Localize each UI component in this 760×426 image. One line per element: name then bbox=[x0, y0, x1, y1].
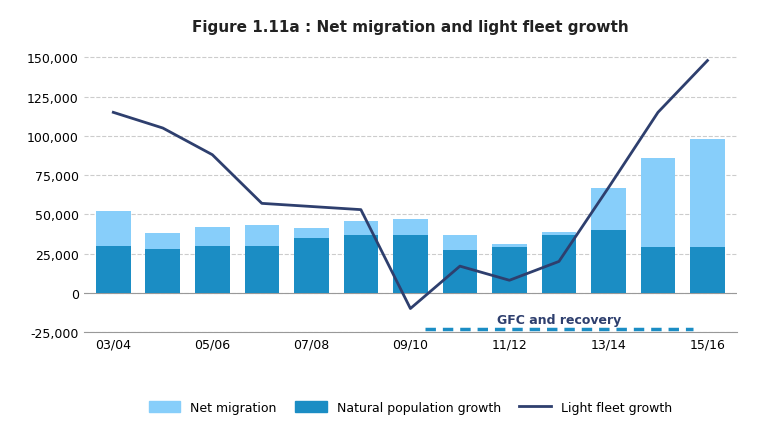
Bar bbox=[145, 233, 180, 249]
Bar bbox=[641, 158, 676, 248]
Bar bbox=[195, 246, 230, 293]
Bar bbox=[245, 226, 279, 246]
Bar bbox=[492, 245, 527, 248]
Bar bbox=[245, 246, 279, 293]
Legend: Net migration, Natural population growth, Light fleet growth: Net migration, Natural population growth… bbox=[144, 396, 677, 419]
Bar bbox=[492, 248, 527, 293]
Bar bbox=[344, 221, 378, 235]
Bar bbox=[442, 235, 477, 251]
Bar bbox=[344, 235, 378, 293]
Text: GFC and recovery: GFC and recovery bbox=[497, 313, 621, 326]
Bar bbox=[690, 140, 725, 248]
Bar bbox=[96, 246, 131, 293]
Bar bbox=[294, 229, 328, 238]
Bar bbox=[690, 248, 725, 293]
Bar bbox=[542, 232, 576, 235]
Bar bbox=[591, 230, 625, 293]
Bar bbox=[96, 212, 131, 246]
Bar bbox=[393, 235, 428, 293]
Bar bbox=[195, 227, 230, 246]
Bar bbox=[294, 238, 328, 293]
Bar bbox=[145, 249, 180, 293]
Bar bbox=[393, 219, 428, 235]
Bar bbox=[591, 188, 625, 230]
Title: Figure 1.11a : Net migration and light fleet growth: Figure 1.11a : Net migration and light f… bbox=[192, 20, 629, 35]
Bar bbox=[542, 235, 576, 293]
Bar bbox=[442, 251, 477, 293]
Bar bbox=[641, 248, 676, 293]
